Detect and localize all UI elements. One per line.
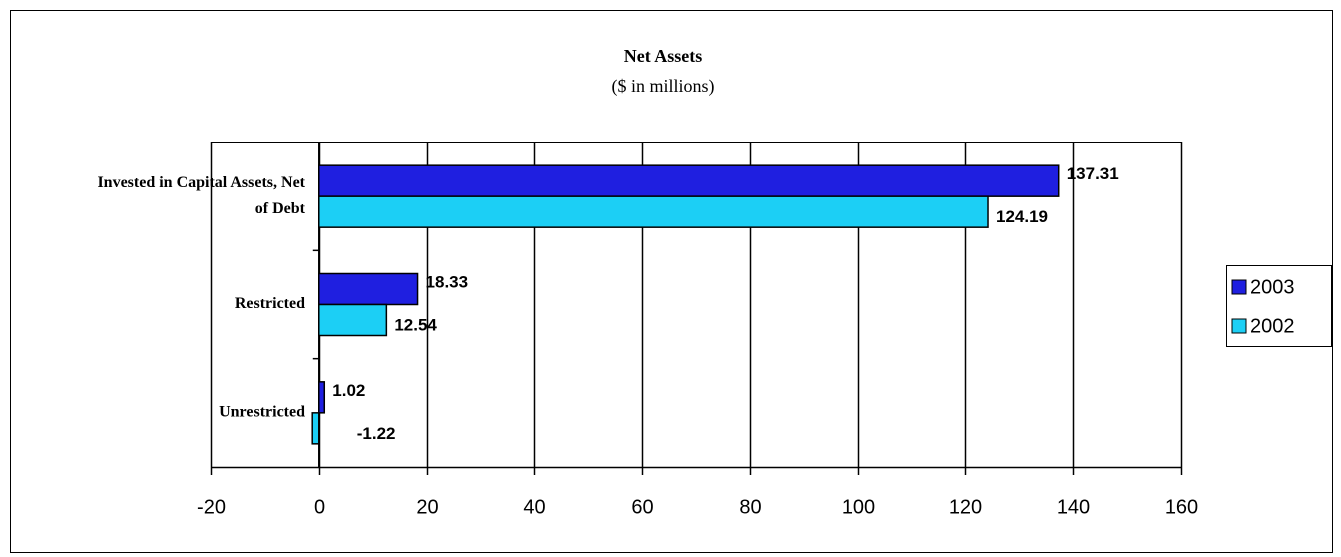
x-tick-label: 20 bbox=[416, 496, 438, 518]
x-tick-label: 160 bbox=[1165, 496, 1198, 518]
x-tick-label: 140 bbox=[1057, 496, 1090, 518]
bar bbox=[318, 195, 989, 228]
chart-frame bbox=[10, 10, 1333, 553]
y-tick-label: Restricted bbox=[235, 295, 305, 312]
y-tick-label: Invested in Capital Assets, Net of Debt bbox=[97, 174, 305, 217]
bar bbox=[318, 303, 388, 337]
value-label: -1.22 bbox=[357, 424, 396, 443]
x-tick-label: 40 bbox=[523, 496, 545, 518]
x-tick-label: 0 bbox=[314, 496, 325, 518]
legend-swatch bbox=[1231, 279, 1247, 295]
value-label: 12.54 bbox=[394, 315, 437, 334]
bar bbox=[318, 164, 1060, 197]
chart-subtitle: ($ in millions) bbox=[612, 76, 715, 97]
value-label: 137.31 bbox=[1067, 164, 1119, 183]
value-label: 124.19 bbox=[996, 207, 1048, 226]
chart-title: Net Assets bbox=[624, 46, 703, 66]
x-tick-label: 60 bbox=[631, 496, 653, 518]
x-tick-label: 120 bbox=[949, 496, 982, 518]
bar bbox=[311, 412, 320, 445]
bar bbox=[318, 272, 419, 306]
x-tick-label: 80 bbox=[739, 496, 761, 518]
x-tick-label: -20 bbox=[197, 496, 226, 518]
value-label: 18.33 bbox=[426, 272, 469, 291]
bar bbox=[318, 381, 326, 414]
value-label: 1.02 bbox=[332, 381, 365, 400]
legend-label: 2003 bbox=[1250, 276, 1295, 298]
legend-label: 2002 bbox=[1250, 315, 1295, 337]
legend-swatch bbox=[1231, 318, 1247, 334]
x-tick-label: 100 bbox=[842, 496, 875, 518]
y-tick-label: Unrestricted bbox=[219, 404, 305, 421]
